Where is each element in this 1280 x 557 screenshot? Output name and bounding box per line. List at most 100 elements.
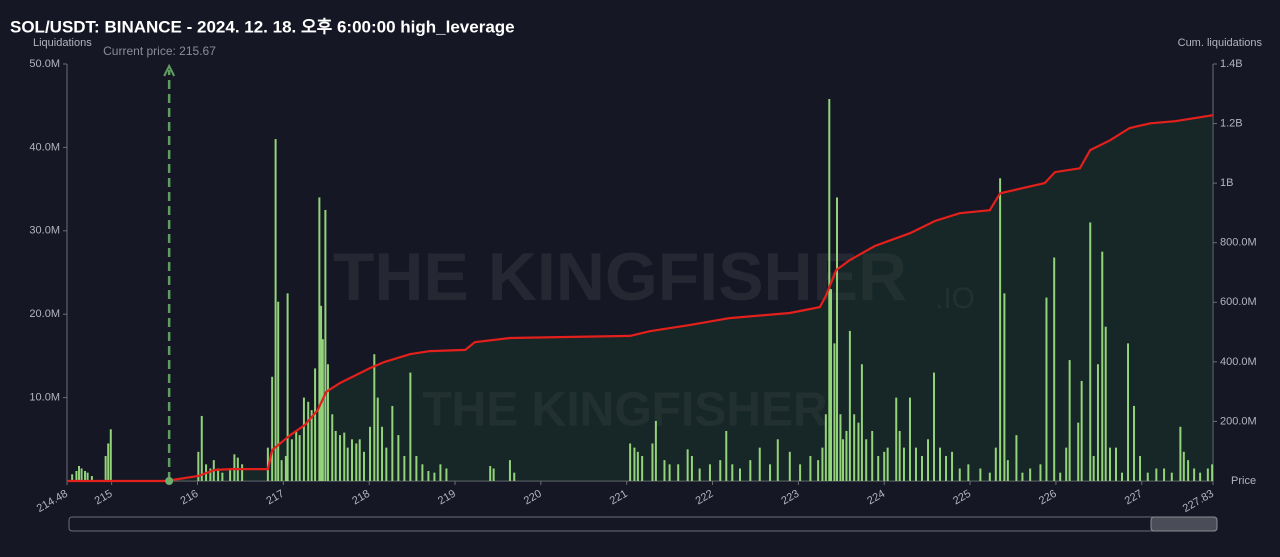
bar [698,468,701,481]
bar [286,293,289,481]
x-tick-label: 227.83 [1181,488,1216,515]
bar [1006,460,1009,481]
bar [1108,447,1111,481]
bar [836,197,839,481]
bar [217,468,220,481]
x-tick-label: 227 [1123,488,1145,508]
bar [209,468,212,481]
bar [1092,455,1095,481]
y-tick-label: 10.0M [29,392,60,404]
bar [277,301,280,481]
bar [492,468,495,481]
watermark: .IO [935,282,975,315]
x-tick-label: 221 [608,488,630,508]
bar [439,464,442,481]
bar [343,432,346,481]
bar [1096,364,1099,481]
bar [927,439,930,481]
bar [324,209,327,481]
y2-tick-label: 800.0M [1220,237,1257,249]
bar [651,443,654,481]
bar [725,430,728,481]
x-tick-label: 219 [436,488,458,508]
bar [86,472,89,481]
bar [708,464,711,481]
bar [427,470,430,481]
bar [871,430,874,481]
bar [1065,447,1068,481]
bar [1127,343,1130,481]
bar [1059,472,1062,481]
bar [902,447,905,481]
y-tick-label: 40.0M [29,141,60,153]
bar [221,472,224,481]
bar [1170,472,1173,481]
x-tick-label: 224 [865,488,887,508]
x-tick-label: 222 [694,488,716,508]
bar [320,305,323,481]
bar [338,435,341,481]
bar [1133,405,1136,481]
bar [994,447,997,481]
bar [403,455,406,481]
bar [302,397,305,481]
bar [833,343,836,481]
scrollbar[interactable] [68,516,1218,532]
bar [1163,468,1166,481]
bar [104,455,107,481]
bar [376,397,379,481]
y2-tick-label: 1B [1220,177,1233,189]
bar [421,464,424,481]
x-tick-label: 217 [264,488,286,508]
bar [749,460,752,481]
bar [229,468,232,481]
bar [719,460,722,481]
bar [629,443,632,481]
bar [397,435,400,481]
bar [391,405,394,481]
scroll-handle[interactable] [1150,516,1218,532]
bar [860,364,863,481]
bar [739,468,742,481]
y-tick-label: 20.0M [29,308,60,320]
bar [233,454,236,481]
bar [776,439,779,481]
current-price-dot [165,477,174,485]
bar [920,455,923,481]
bar [769,464,772,481]
bar [686,449,689,481]
bar [1003,293,1006,481]
bar [898,430,901,481]
bar [641,455,644,481]
bar [958,468,961,481]
y-tick-label: 30.0M [29,225,60,237]
bar [80,468,83,481]
bar [877,455,880,481]
y2-tick-label: 200.0M [1220,415,1257,427]
bar [274,139,277,481]
bar [1029,468,1032,481]
bar [886,447,889,481]
chart-title: SOL/USDT: BINANCE - 2024. 12. 18. 오후 6:0… [10,16,515,36]
bar [1187,460,1190,481]
bar [731,464,734,481]
watermark: THE KINGFISHER [333,239,907,315]
bar [1206,468,1209,481]
bar [821,447,824,481]
bar [298,435,301,481]
bar [508,460,511,481]
bar [1015,435,1018,481]
bar [809,455,812,481]
bar [908,397,911,481]
bar [350,439,353,481]
bar [1146,472,1149,481]
bar [1080,380,1083,481]
bar [369,426,372,481]
bar [1053,257,1056,481]
bar [358,439,361,481]
x-tick-label: 225 [951,488,973,508]
bar [1068,360,1071,481]
bar [290,439,293,481]
bar [865,439,868,481]
